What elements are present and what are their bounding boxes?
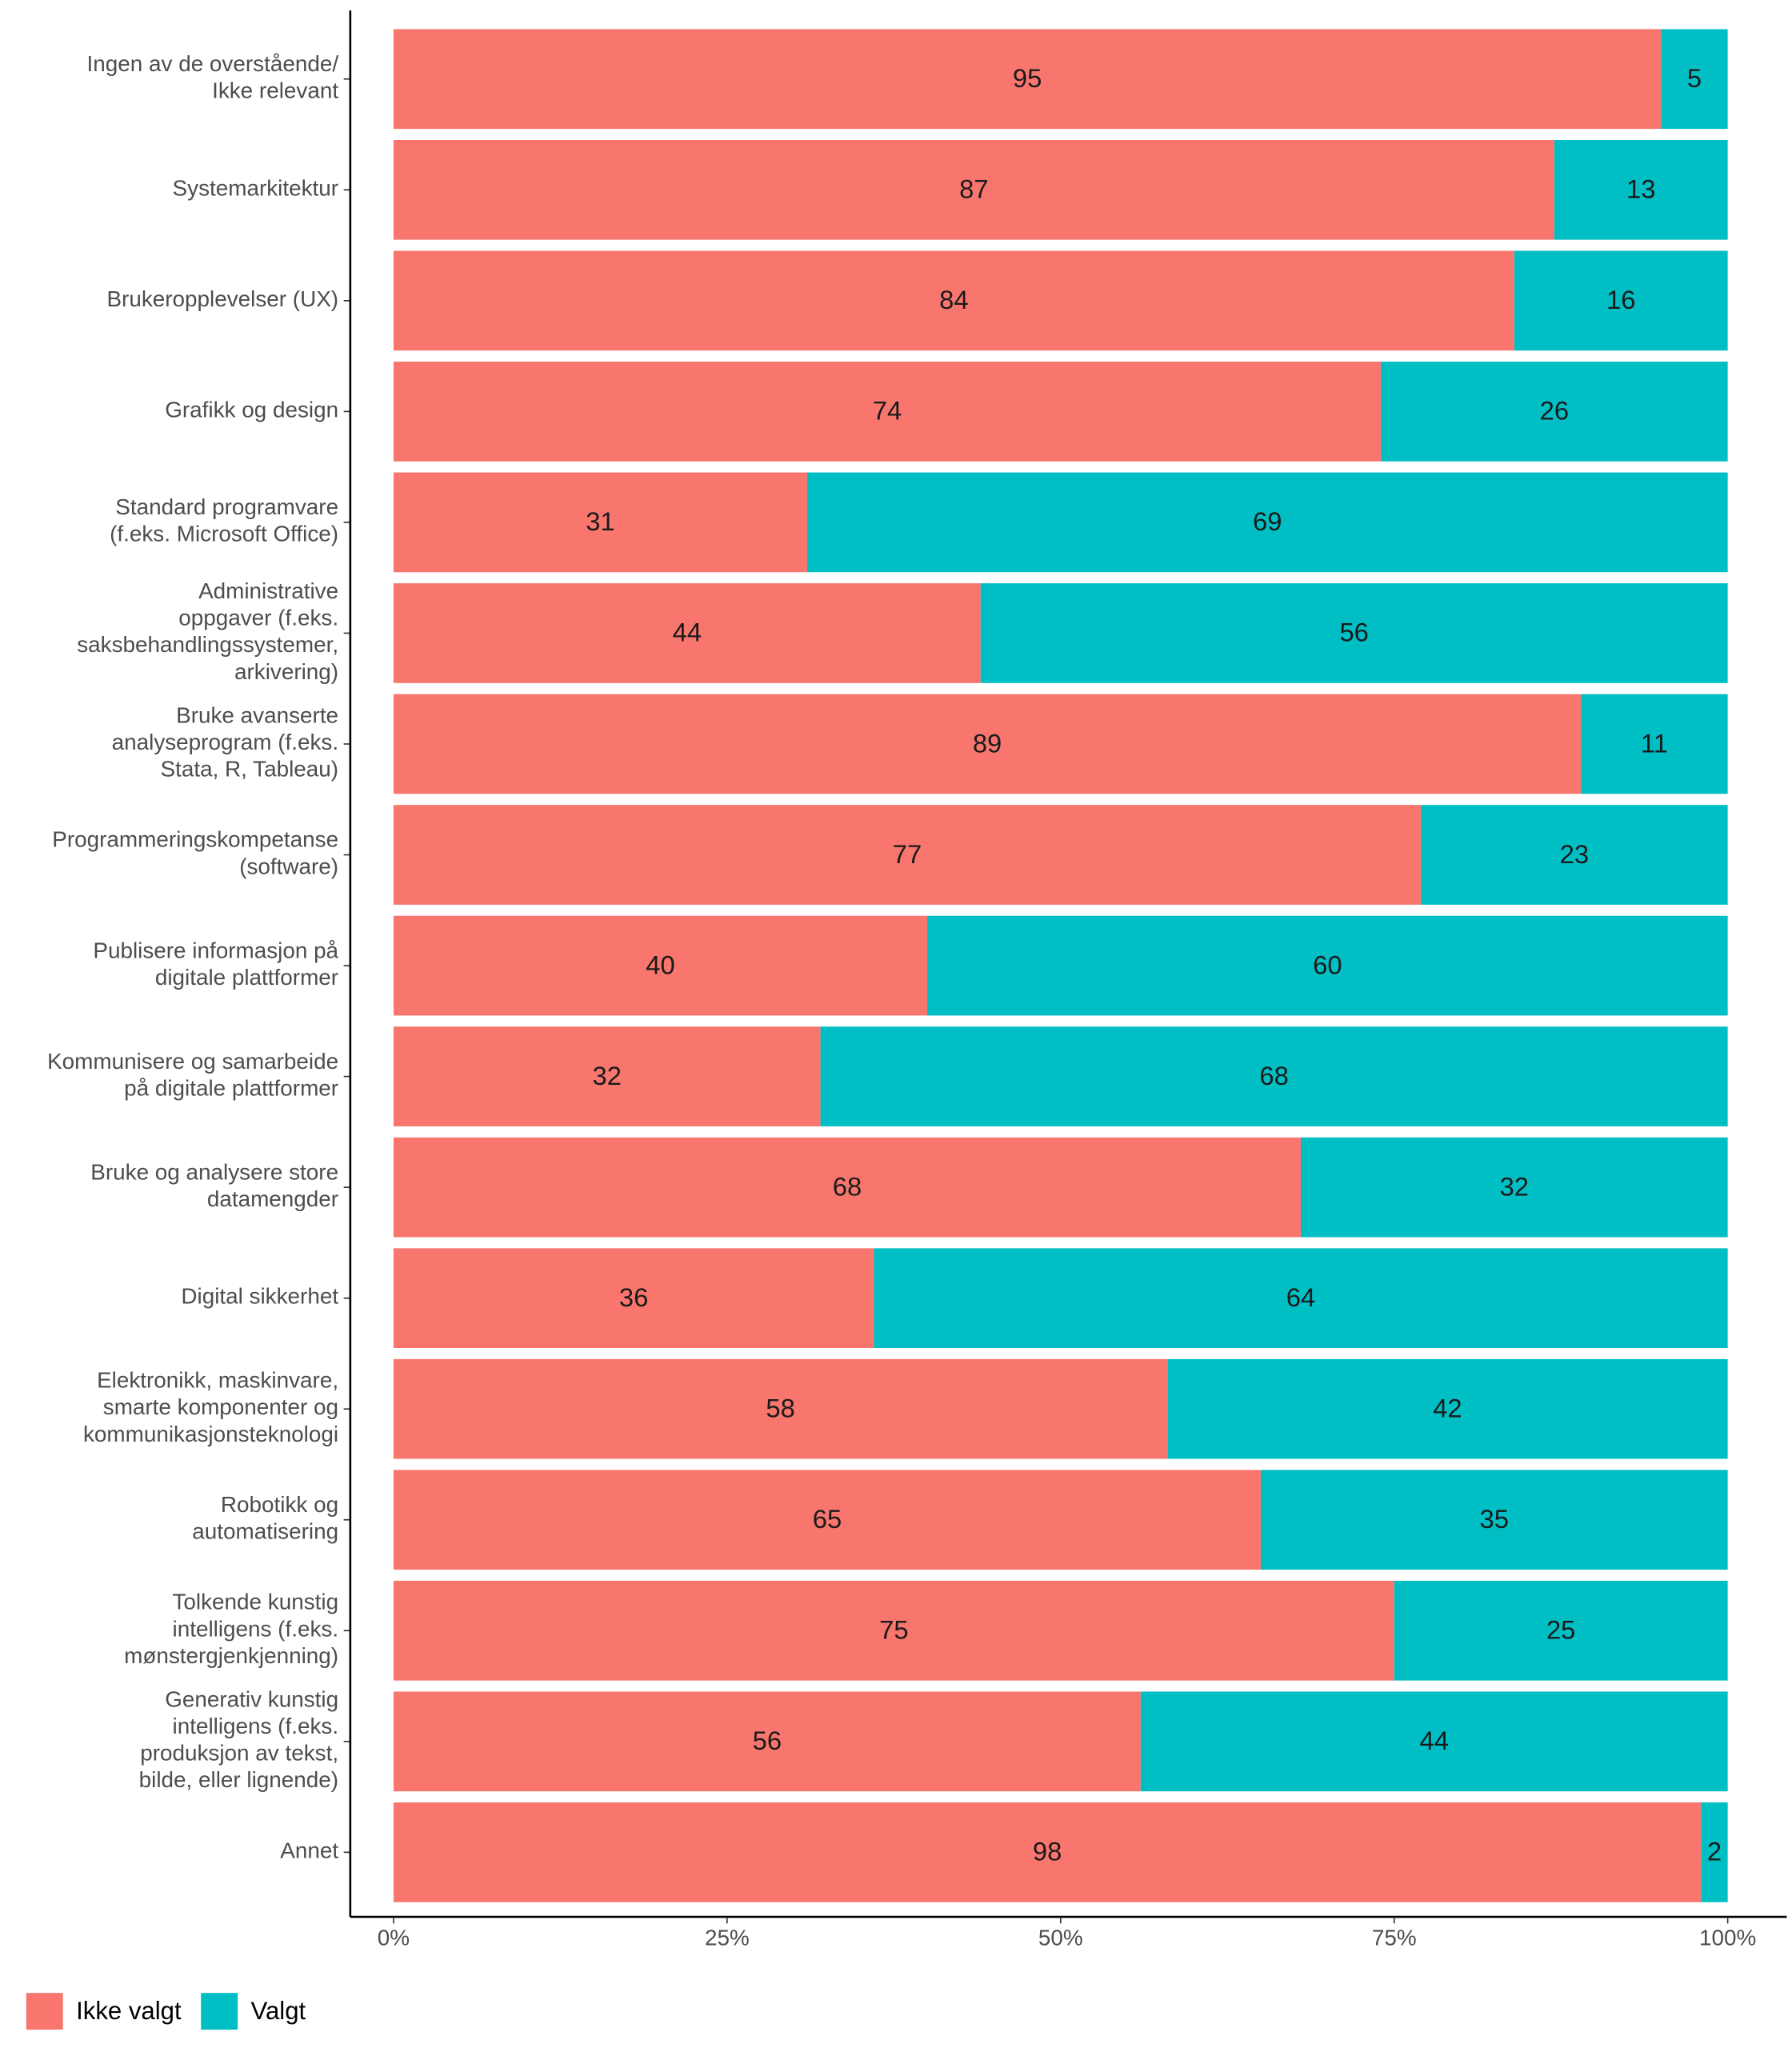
y-tick-label: Elektronikk, maskinvare, smarte komponent… [83, 1368, 338, 1446]
y-tick-label: Programmeringskompetanse (software) [52, 827, 338, 879]
value-label: 84 [939, 285, 968, 314]
value-label: 26 [1540, 396, 1569, 426]
bar-segment [1140, 1691, 1728, 1792]
bar-segment [820, 1026, 1728, 1126]
bar-segment [393, 694, 1582, 794]
bar-segment [393, 1691, 1141, 1792]
value-label: 5 [1687, 63, 1702, 93]
value-label: 42 [1433, 1394, 1462, 1423]
legend-swatch [26, 1993, 63, 2030]
y-tick-label: Generativ kunstig intelligens (f.eks. prod… [139, 1687, 338, 1793]
bar-segment [393, 1580, 1394, 1681]
value-label: 74 [873, 396, 902, 426]
bar-segment [393, 362, 1382, 462]
bar-segment [393, 1358, 1168, 1459]
bar-segment [393, 472, 807, 573]
bar-segment [393, 250, 1514, 351]
value-label: 56 [1339, 618, 1368, 647]
y-tick-label: Administrative oppgaver (f.eks. saksbehand… [77, 578, 338, 684]
bar-segment [1421, 805, 1728, 905]
bar-segment [1554, 139, 1728, 240]
bar-segment [393, 1137, 1301, 1238]
value-label: 2 [1707, 1837, 1722, 1866]
value-label: 23 [1560, 839, 1589, 869]
value-label: 60 [1313, 950, 1342, 979]
legend-label: Ikke valgt [76, 1997, 182, 2025]
bar-segment [1581, 694, 1728, 794]
bar-segment [1167, 1358, 1728, 1459]
bar-segment [1300, 1137, 1728, 1238]
bar-segment [806, 472, 1728, 573]
value-label: 35 [1480, 1504, 1509, 1534]
value-label: 89 [973, 728, 1002, 758]
legend-label: Valgt [251, 1997, 306, 2025]
value-label: 13 [1626, 174, 1655, 204]
y-tick-label: Tolkende kunstig intelligens (f.eks. mønst… [124, 1590, 338, 1668]
y-tick-label: Kommunisere og samarbeide på digitale pla… [47, 1049, 338, 1101]
bar-segment [393, 139, 1554, 240]
value-label: 77 [893, 839, 922, 869]
y-tick-label: Robotikk og automatisering [192, 1492, 338, 1544]
y-tick-label: Grafikk og design [165, 398, 338, 422]
value-label: 44 [1420, 1726, 1449, 1755]
x-tick-label: 50% [1038, 1925, 1083, 1950]
y-tick-label: Systemarkitektur [173, 176, 339, 201]
value-label: 36 [619, 1282, 648, 1312]
value-label: 68 [1259, 1061, 1288, 1090]
x-tick-label: 75% [1372, 1925, 1417, 1950]
y-tick-label: Standard programvare (f.eks. Microsoft Of… [110, 494, 338, 546]
bar-segment [980, 583, 1728, 683]
value-label: 58 [766, 1394, 794, 1423]
y-tick-label: Bruke og analysere store datamengder [90, 1160, 338, 1212]
value-label: 32 [1500, 1171, 1529, 1201]
bar-segment [1701, 1802, 1728, 1902]
bar-segment [393, 915, 928, 1016]
y-tick-label: Ingen av de overstående/Ikke relevant [87, 51, 339, 103]
bar-segment [393, 29, 1662, 130]
x-tick-label: 100% [1699, 1925, 1756, 1950]
value-label: 65 [813, 1504, 842, 1534]
value-label: 95 [1013, 63, 1042, 93]
y-tick-label: Annet [280, 1838, 338, 1863]
value-label: 64 [1286, 1282, 1315, 1312]
y-tick-label: Digital sikkerhet [181, 1284, 338, 1309]
value-label: 40 [646, 950, 674, 979]
bar-segment [393, 1248, 874, 1349]
bar-segment [1514, 250, 1728, 351]
value-label: 87 [959, 174, 988, 204]
bar-segment [393, 1026, 821, 1126]
x-tick-label: 25% [705, 1925, 750, 1950]
bar-segment [1381, 362, 1728, 462]
value-label: 98 [1033, 1837, 1062, 1866]
y-tick-label: Bruke avanserte analyseprogram (f.eks. Sta… [112, 703, 338, 782]
bar-segment [393, 805, 1422, 905]
bar-segment [1661, 29, 1728, 130]
x-tick-label: 0% [378, 1925, 410, 1950]
bar-segment [1260, 1470, 1728, 1570]
value-label: 31 [586, 506, 614, 536]
value-label: 75 [879, 1615, 908, 1645]
bar-segment [393, 1470, 1261, 1570]
value-label: 69 [1253, 506, 1282, 536]
bar-segment [874, 1248, 1728, 1349]
value-label: 11 [1641, 728, 1668, 758]
value-label: 56 [753, 1726, 782, 1755]
bar-segment [393, 583, 981, 683]
legend-swatch [201, 1993, 238, 2030]
value-label: 25 [1546, 1615, 1575, 1645]
bar-segment [393, 1802, 1702, 1902]
bar-segment [927, 915, 1728, 1016]
value-label: 44 [673, 618, 702, 647]
y-tick-label: Brukeropplevelser (UX) [106, 286, 338, 311]
bar-segment [1394, 1580, 1728, 1681]
value-label: 32 [593, 1061, 622, 1090]
y-tick-label: Publisere informasjon på digitale plattfo… [93, 938, 338, 990]
value-label: 68 [833, 1171, 862, 1201]
value-label: 16 [1606, 285, 1635, 314]
